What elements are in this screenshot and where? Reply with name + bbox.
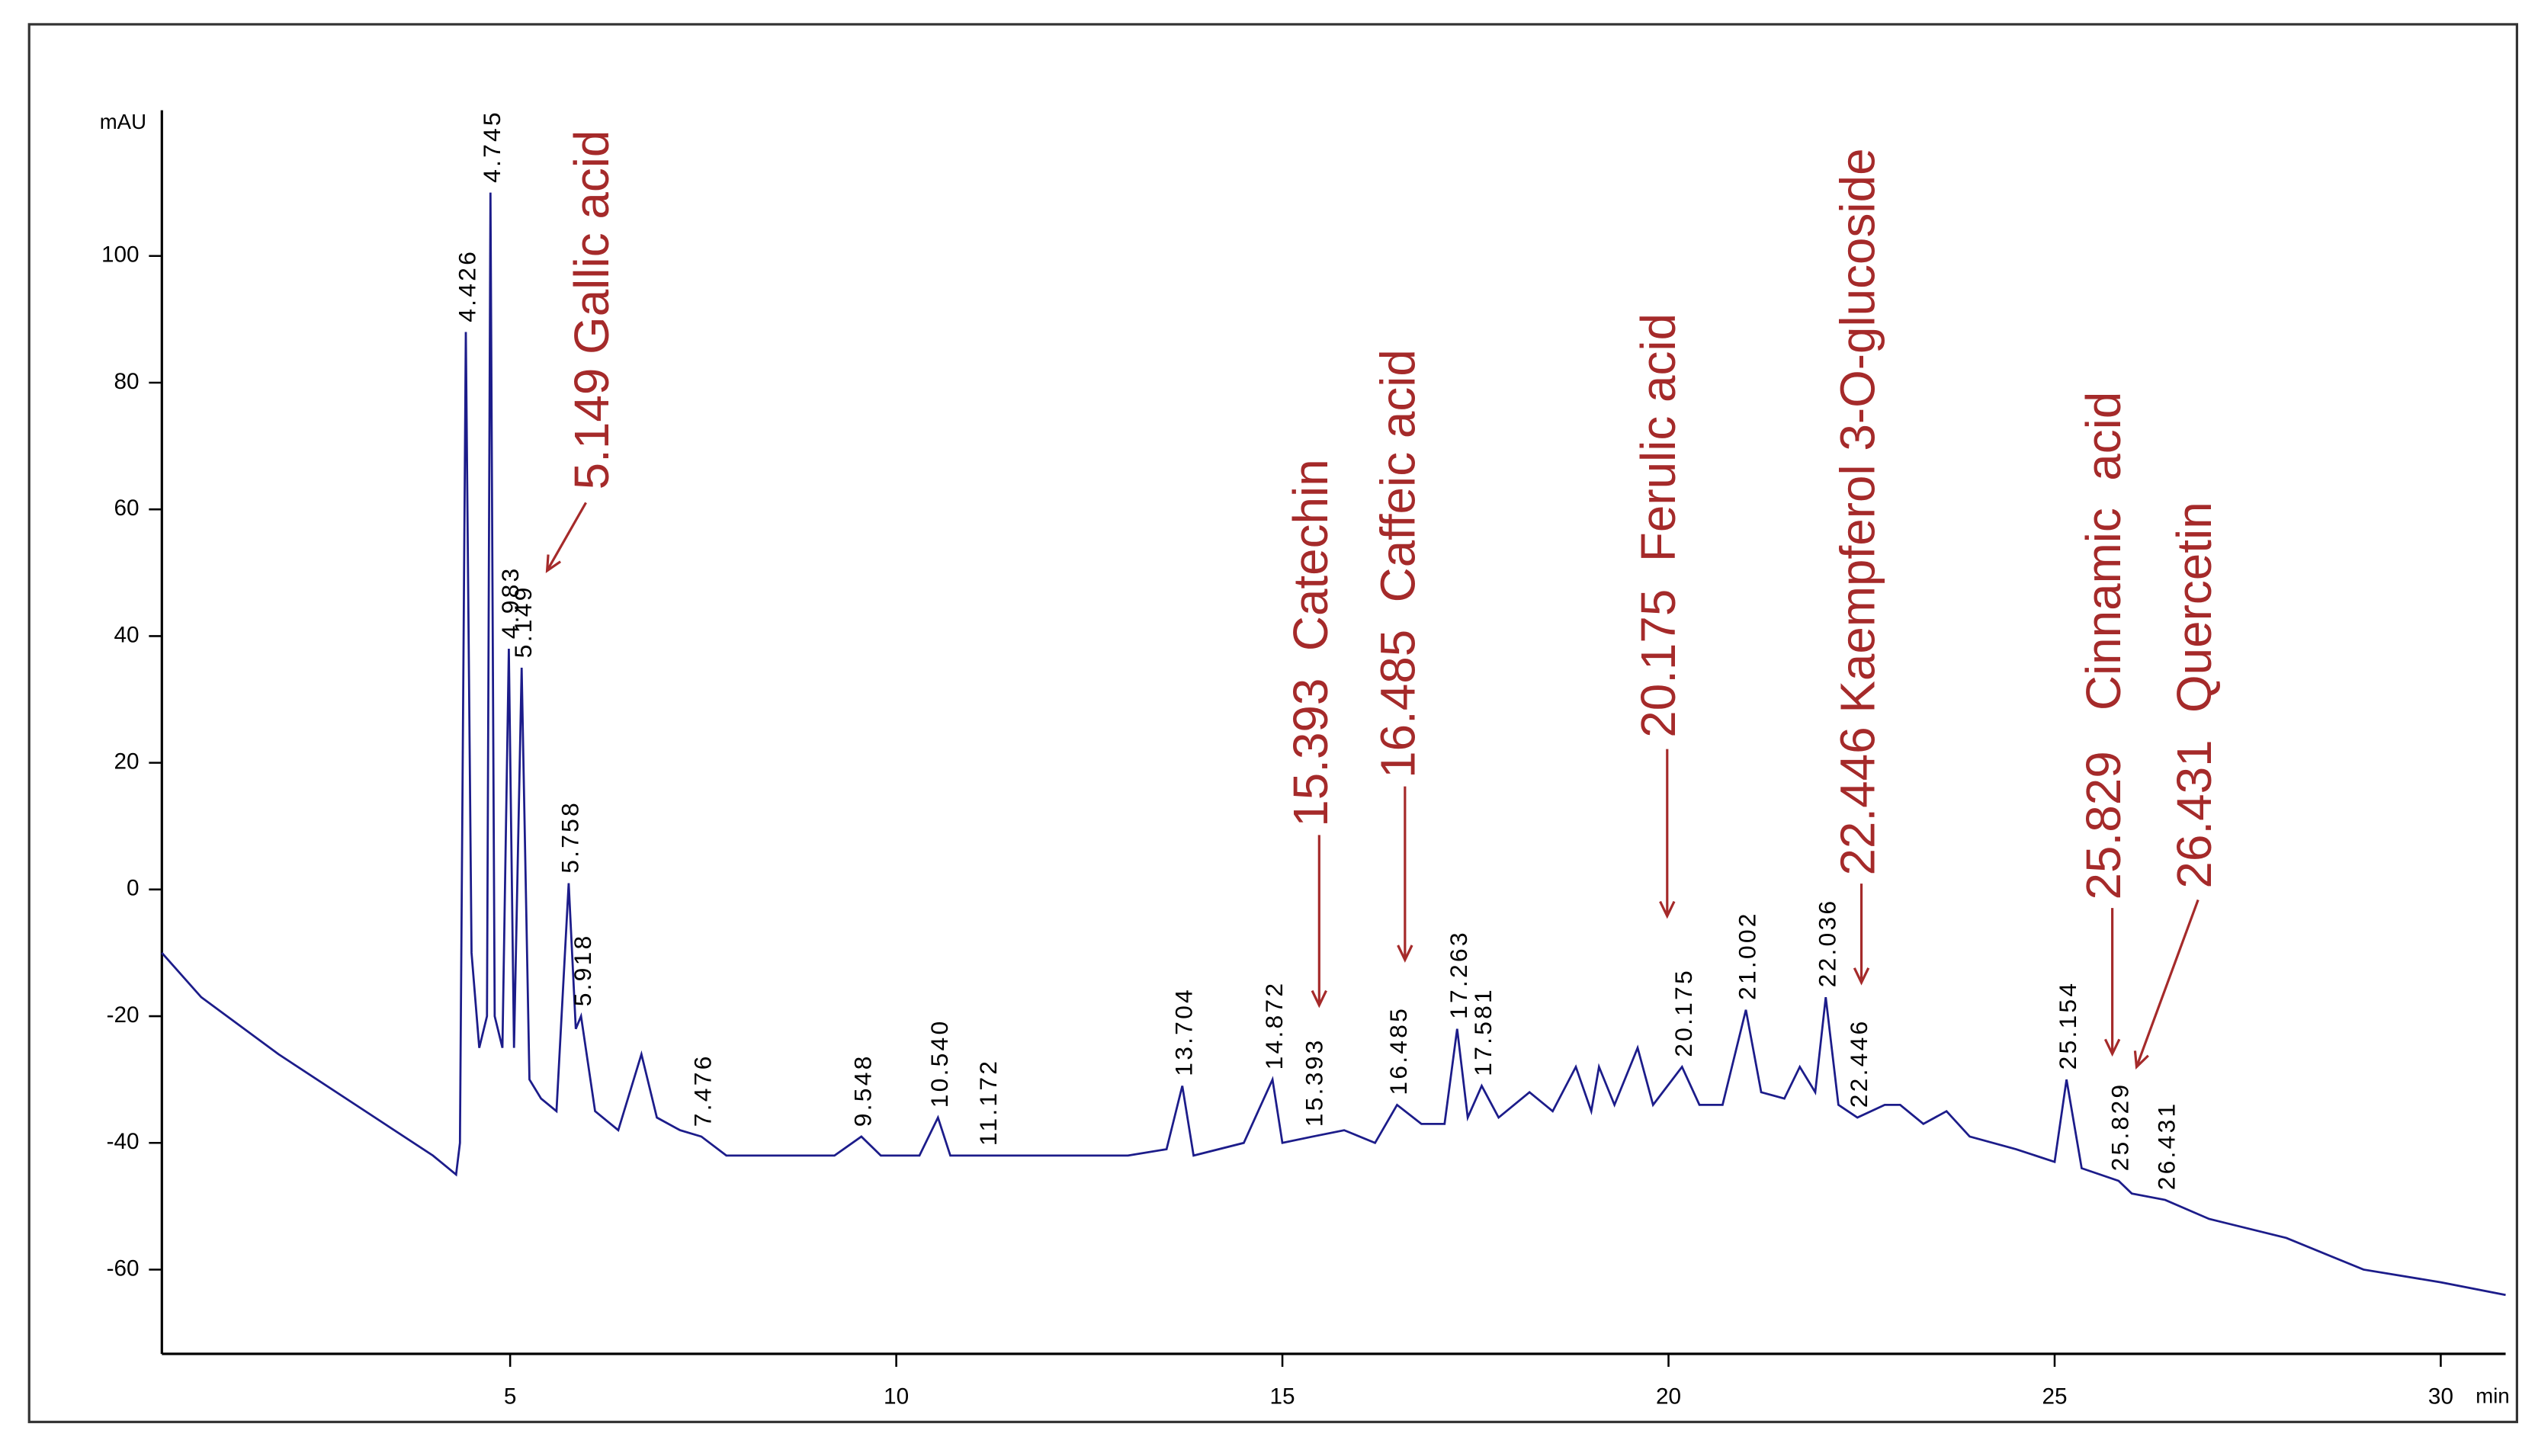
peak-label: 11.172	[974, 1059, 1002, 1146]
peak-label: 25.829	[2106, 1082, 2134, 1172]
y-tick-label: -40	[107, 1129, 140, 1154]
x-tick-label: 30	[2428, 1384, 2453, 1409]
peak-label: 4.983	[496, 566, 524, 640]
peak-label: 25.154	[2054, 981, 2081, 1070]
arrow-head	[1659, 900, 1676, 919]
x-tick-label: 15	[1270, 1384, 1295, 1409]
annotation: 16.485 Caffeic acid	[1370, 349, 1425, 778]
peak-label: 20.175	[1670, 968, 1697, 1057]
y-tick-label: 40	[114, 622, 140, 647]
peak-label: 4.426	[454, 249, 481, 322]
arrow-head	[2133, 1050, 2149, 1070]
annotation: 22.446 Kaempferol 3-O-glucoside	[1830, 148, 1885, 875]
trace	[161, 192, 2506, 1297]
peak-label: 9.548	[849, 1054, 877, 1127]
peak-label: 13.704	[1170, 987, 1197, 1076]
arrow-head	[1397, 944, 1413, 963]
peak-label: 14.872	[1260, 981, 1288, 1070]
y-tick-label: 60	[114, 495, 140, 521]
peak-label: 21.002	[1734, 911, 1761, 1000]
annotation: 26.431 Quercetin	[2167, 502, 2222, 888]
arrow-shaft	[546, 502, 587, 572]
x-unit: min	[2475, 1384, 2509, 1408]
arrow-head	[1853, 967, 1870, 986]
peak-label: 10.540	[926, 1019, 953, 1108]
x-tick-label: 5	[504, 1384, 517, 1409]
y-tick-label: 80	[114, 369, 140, 394]
arrow-head	[2103, 1038, 2121, 1057]
peak-label: 5.149	[509, 585, 537, 658]
arrow-shaft	[2135, 899, 2199, 1068]
frame	[27, 23, 2518, 1423]
arrow-head	[1311, 989, 1327, 1009]
peak-label: 5.758	[557, 800, 584, 874]
peak-label: 17.263	[1445, 930, 1472, 1019]
peak-label: 5.918	[569, 934, 596, 1007]
peak-label: 26.431	[2153, 1102, 2180, 1191]
peak-label: 4.745	[478, 110, 505, 183]
peak-label: 15.393	[1301, 1038, 1328, 1127]
annotation: 20.175 Ferulic acid	[1631, 313, 1686, 738]
y-tick-label: -60	[107, 1256, 140, 1281]
x-tick-label: 10	[884, 1384, 909, 1409]
annotation: 5.149 Gallic acid	[564, 130, 619, 490]
peak-label: 17.581	[1469, 987, 1497, 1076]
peak-label: 7.476	[689, 1054, 717, 1127]
x-tick-label: 25	[2042, 1384, 2067, 1409]
peak-label: 16.485	[1385, 1006, 1412, 1095]
annotation: 15.393 Catechin	[1283, 459, 1338, 826]
annotation: 25.829 Cinnamic acid	[2076, 392, 2131, 900]
arrow-head	[545, 554, 562, 573]
peak-label: 22.446	[1845, 1019, 1872, 1108]
x-tick-label: 20	[1656, 1384, 1681, 1409]
y-tick-label: 0	[127, 876, 140, 901]
y-tick-label: 100	[101, 242, 140, 268]
y-unit: mAU	[100, 110, 146, 133]
y-tick-label: -20	[107, 1002, 140, 1028]
peak-label: 22.036	[1813, 899, 1840, 988]
y-tick-label: 20	[114, 749, 140, 774]
